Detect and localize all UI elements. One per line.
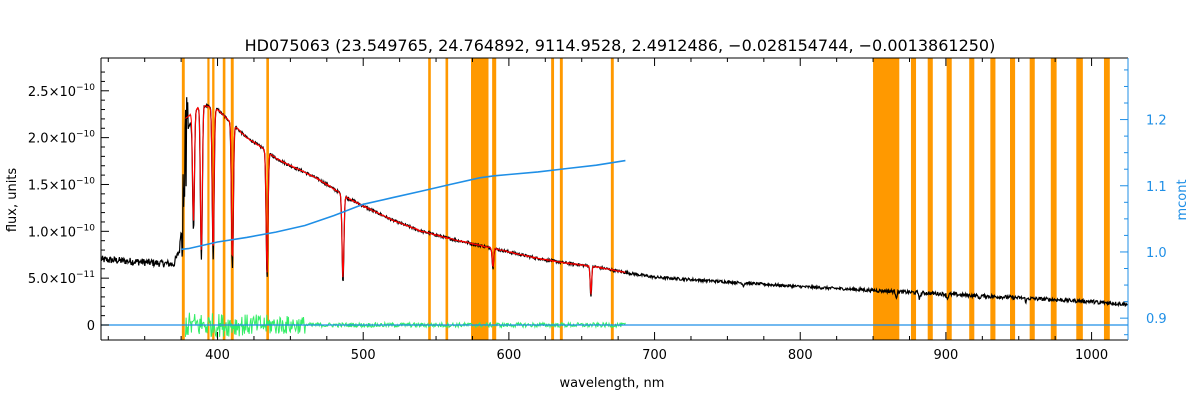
y2-axis-ticks: 0.9 1.0 1.1 1.2 [1120,69,1167,336]
masked-region-band [492,58,497,340]
x-tick-label: 600 [496,348,521,363]
masked-region-band [910,58,917,340]
y-tick-label: 1.5×10−10 [28,176,95,193]
masked-region-band [266,58,269,340]
masked-region-band [1103,58,1110,340]
y2-axis-label: mcont [1175,179,1190,220]
masked-region-band [1076,58,1083,340]
masked-region-band [1029,58,1035,340]
model-spectrum-line [185,104,626,295]
y-axis-ticks: 0 5.0×10−11 1.0×10−10 1.5×10−10 2.0×10−10 2.5… [28,71,109,334]
chart-title: HD075063 (23.549765, 24.764892, 9114.952… [245,36,996,55]
masked-region-band [222,58,226,340]
masked-region-band [428,58,431,340]
y2-tick-label: 1.2 [1146,114,1167,129]
masked-region-band [946,58,952,340]
x-axis-ticks: 400 500 600 700 800 900 1000 [107,58,1129,363]
masked-region-band [873,58,900,340]
y-tick-label: 1.0×10−10 [28,223,95,240]
y-tick-label: 0 [87,319,95,334]
masked-region-band [610,58,614,340]
masked-region-band [927,58,933,340]
x-tick-label: 1000 [1075,348,1108,363]
y-tick-label: 2.5×10−10 [28,83,95,100]
y-axis-label: flux, units [5,168,20,233]
y2-tick-label: 1.0 [1146,246,1167,261]
masked-region-band [551,58,555,340]
masked-region-band [559,58,563,340]
y2-tick-label: 0.9 [1146,312,1167,327]
y-tick-label: 5.0×10−11 [28,270,95,287]
masked-region-band [207,58,210,340]
y2-tick-label: 1.1 [1146,180,1167,195]
x-axis-label: wavelength, nm [560,376,665,391]
masked-region-band [1050,58,1057,340]
masked-region-band [990,58,996,340]
y-tick-label: 2.0×10−10 [28,130,95,147]
masked-region-band [1010,58,1016,340]
masked-region-band [471,58,489,340]
x-tick-label: 500 [351,348,376,363]
plot-area [101,58,1128,340]
x-tick-label: 900 [933,348,958,363]
x-tick-label: 700 [642,348,667,363]
x-tick-label: 800 [788,348,813,363]
masked-region-band [969,58,975,340]
x-tick-label: 400 [205,348,230,363]
mcont-line [181,159,626,251]
masked-region-band [230,58,234,340]
masked-region-band [445,58,449,340]
masked-region-band [212,58,215,340]
